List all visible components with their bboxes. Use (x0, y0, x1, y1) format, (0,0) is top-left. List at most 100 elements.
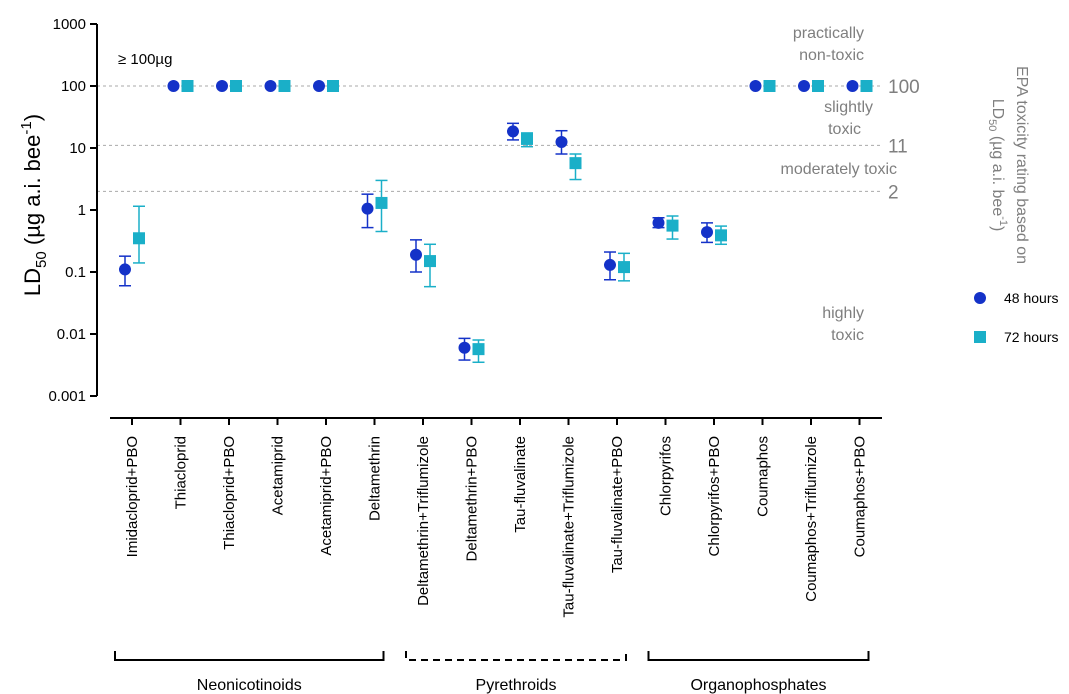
band-practically-line1: practically (793, 25, 864, 42)
legend-marker-square (974, 331, 986, 343)
point-48h (701, 226, 713, 239)
category-label: Deltamethrin (367, 436, 384, 521)
point-72h (812, 80, 824, 92)
point-48h (167, 80, 180, 92)
point-72h (666, 219, 679, 232)
right-axis-title-l2-sup: -1 (997, 216, 1009, 226)
group-bracket (114, 651, 385, 661)
y-tick-label: 0.01 (57, 326, 86, 343)
right-axis-title: EPA toxicity rating based on (1013, 66, 1030, 264)
category-label: Acetamiprid+PBO (318, 436, 335, 556)
axes (90, 23, 882, 425)
point-48h (555, 135, 568, 148)
category-label: Thiacloprid (173, 436, 190, 509)
threshold-label-2: 2 (888, 182, 899, 203)
band-moderately: moderately toxic (781, 161, 898, 178)
y-axis-title: LD50 (µg a.i. bee-1) (18, 114, 50, 296)
category-label: Tau-fluvalinate (512, 436, 529, 533)
band-highly-line1: highly (822, 305, 864, 322)
right-axis-title-l2-rest: (µg a.i. bee (989, 131, 1006, 216)
category-label: Chlorpyrifos (658, 436, 675, 516)
category-label: Deltamethrin+PBO (464, 436, 481, 561)
point-72h (133, 232, 145, 245)
category-label: Coumaphos (755, 436, 772, 517)
y-tick-label: 0.1 (65, 264, 86, 281)
point-48h (361, 202, 374, 215)
category-groups: Neonicotinoids Pyrethroids Organophosphate… (114, 651, 870, 694)
right-axis-title-l2-main: LD (989, 99, 1006, 119)
category-label: Deltamethrin+Triflumizole (415, 436, 432, 606)
right-axis-title-line1: EPA toxicity rating based on (1013, 66, 1030, 264)
group-label: Neonicotinoids (197, 677, 302, 694)
annotation-ge-100ug: ≥ 100µg (118, 51, 172, 68)
point-72h (860, 80, 873, 92)
y-tick-labels: 0.001 0.01 0.1 1 10 100 1000 (48, 16, 86, 405)
right-axis-title-l2-close: ) (989, 226, 1006, 231)
y-tick-label: 1 (78, 202, 86, 219)
y-axis-title-rest: (µg a.i. bee (20, 135, 45, 252)
y-axis-title-sup: -1 (18, 121, 35, 134)
band-highly-line2: toxic (831, 327, 864, 344)
point-72h (327, 80, 339, 92)
point-48h (604, 258, 616, 271)
point-72h (569, 157, 582, 170)
y-tick-label: 10 (69, 140, 86, 157)
point-72h (618, 261, 630, 274)
category-label: Chlorpyrifos+PBO (706, 436, 723, 556)
legend-label: 72 hours (1004, 329, 1058, 345)
point-72h (521, 132, 533, 145)
group-bracket (405, 651, 627, 661)
band-practically-line2: non-toxic (799, 47, 864, 64)
band-slightly-line2: toxic (828, 121, 861, 138)
point-48h (410, 248, 422, 261)
point-48h (798, 80, 810, 92)
category-label: Thiacloprid+PBO (221, 436, 238, 550)
category-label: Coumaphos+PBO (852, 436, 869, 557)
point-48h (749, 80, 762, 92)
point-72h (424, 255, 436, 268)
data-points (119, 80, 873, 364)
point-48h (264, 80, 277, 92)
point-72h (472, 343, 485, 356)
point-48h (119, 263, 131, 276)
threshold-label-100: 100 (888, 77, 920, 98)
y-tick-label: 0.001 (48, 388, 86, 405)
group-label: Organophosphates (690, 677, 826, 694)
point-72h (278, 80, 291, 92)
y-tick-label: 100 (61, 78, 86, 95)
y-axis-title-close: ) (20, 114, 45, 121)
legend-label: 48 hours (1004, 290, 1058, 306)
point-48h (216, 80, 228, 92)
category-labels: Imidacloprid+PBO Thiacloprid Thiacloprid+P… (124, 436, 869, 618)
legend-marker-circle (974, 292, 986, 304)
category-label: Coumaphos+Triflumizole (803, 436, 820, 602)
y-axis-title-main: LD (20, 268, 45, 296)
threshold-labels: 100 11 2 (888, 77, 920, 203)
group-bracket (647, 651, 870, 661)
right-axis-title-l2-sub: 50 (986, 119, 998, 131)
y-axis-title-sub: 50 (33, 251, 50, 268)
point-72h (715, 229, 727, 242)
point-48h (313, 80, 325, 92)
toxicity-band-labels: practically non-toxic slightly toxic mod… (781, 25, 898, 344)
legend: 48 hours 72 hours (974, 290, 1058, 345)
category-label: Tau-fluvalinate+PBO (609, 436, 626, 573)
point-72h (181, 80, 194, 92)
threshold-lines (97, 85, 882, 192)
category-label: Imidacloprid+PBO (124, 436, 141, 557)
right-axis-title-line2: LD50 (µg a.i. bee-1) (986, 99, 1009, 232)
category-label: Tau-fluvalinate+Triflumizole (561, 436, 578, 618)
point-48h (652, 216, 665, 229)
point-72h (763, 80, 776, 92)
category-label: Acetamiprid (270, 436, 287, 515)
point-72h (375, 196, 388, 209)
group-label: Pyrethroids (476, 677, 557, 694)
point-48h (458, 341, 471, 354)
point-72h (230, 80, 242, 92)
threshold-label-11: 11 (888, 136, 908, 157)
y-tick-label: 1000 (53, 16, 86, 33)
band-slightly-line1: slightly (824, 99, 873, 116)
point-48h (507, 125, 519, 138)
point-48h (846, 80, 859, 92)
